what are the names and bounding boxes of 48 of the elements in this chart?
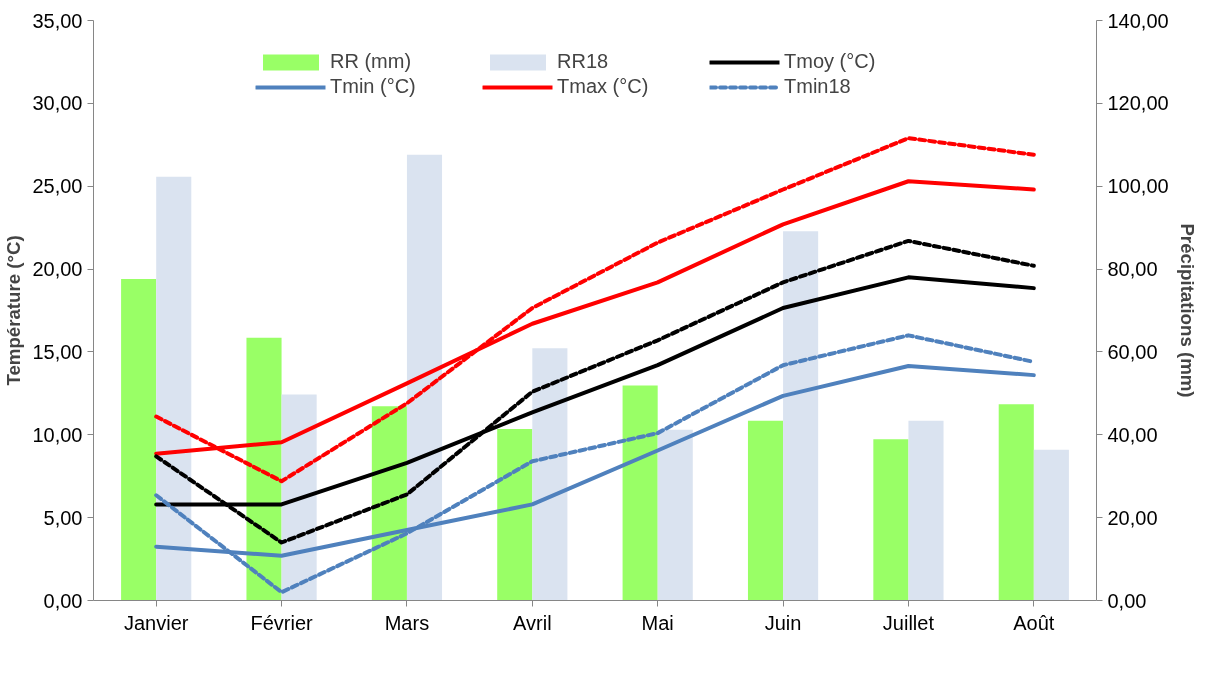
y2-tick-label: 80,00 (1107, 258, 1158, 281)
x-tick-label: Août (1013, 611, 1055, 634)
x-tick-label: Juin (764, 611, 802, 634)
y-tick-label: 0,00 (43, 589, 83, 612)
line-series (154, 136, 1036, 484)
y2-tick-label: 20,00 (1107, 506, 1158, 529)
y-tick-label: 35,00 (32, 9, 83, 32)
x-tick-label: Février (250, 611, 314, 634)
y2-axis-title: Précipitations (mm) (1176, 223, 1198, 398)
bar (497, 428, 533, 601)
bar (998, 404, 1034, 601)
legend-label: RR18 (557, 50, 610, 73)
x-tick-label: Janvier (123, 611, 189, 634)
legend-label: Tmin18 (784, 75, 852, 98)
legend-label: Tmoy (°C) (784, 50, 877, 73)
y2-tick-label: 0,00 (1107, 589, 1147, 612)
y2-tick-label: 100,00 (1107, 175, 1169, 198)
bar (406, 154, 443, 601)
bar (246, 337, 282, 601)
y-tick-label: 15,00 (32, 340, 83, 363)
y-tick-label: 5,00 (43, 506, 83, 529)
bar (622, 385, 658, 601)
line-series (154, 238, 1036, 545)
y2-tick-label: 60,00 (1107, 340, 1158, 363)
bar (1033, 449, 1069, 601)
y2-tick-label: 140,00 (1107, 9, 1169, 32)
legend-label: RR (mm) (330, 50, 413, 73)
x-tick-label: Mai (641, 611, 674, 634)
bar (747, 420, 784, 601)
legend-label: Tmin (°C) (330, 75, 417, 98)
y-axis-title: Température (°C) (3, 235, 25, 386)
y-tick-label: 30,00 (32, 92, 83, 115)
x-tick-label: Avril (513, 611, 552, 634)
x-tick-label: Juillet (882, 611, 935, 634)
bar (908, 420, 944, 601)
bar (657, 429, 693, 601)
legend-label: Tmax (°C) (557, 75, 650, 98)
bar (121, 279, 157, 601)
y-tick-label: 10,00 (32, 423, 83, 446)
bar (156, 176, 192, 601)
bar (873, 439, 909, 601)
y2-tick-label: 40,00 (1107, 423, 1158, 446)
bar (532, 348, 568, 601)
x-tick-label: Mars (384, 611, 430, 634)
bar (783, 231, 819, 601)
y-tick-label: 20,00 (32, 258, 83, 281)
y-tick-label: 25,00 (32, 175, 83, 198)
y2-tick-label: 120,00 (1107, 92, 1169, 115)
